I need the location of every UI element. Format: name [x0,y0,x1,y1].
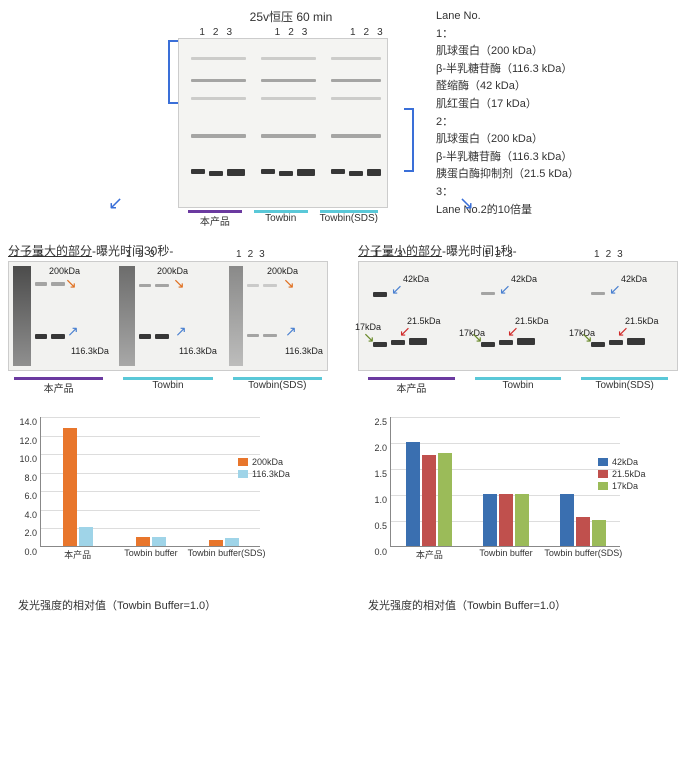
x-axis-label: Towbin buffer [468,546,545,558]
bracket-arrow-left-icon: ↙ [108,193,123,214]
bar [592,520,606,546]
x-axis-label: Towbin buffer(SDS) [188,546,261,558]
arrow-17kda-icon: ↘ [471,330,483,344]
kda-label: 21.5kDa [625,316,659,326]
arrow-17kda-icon: ↘ [363,330,375,344]
group-label: Towbin [254,213,308,224]
lane-num: 1 [275,27,281,38]
x-axis-label: 本产品 [391,546,468,561]
bar [483,494,497,546]
lane-num: 2 [364,27,370,38]
group-label: Towbin [475,380,562,391]
arrow-116kda-icon: ↗ [285,324,297,338]
lane-legend: Lane No. 1： 肌球蛋白（200 kDa） β-半乳糖苷酶（116.3 … [436,8,579,228]
lane-num: 1 [350,27,356,38]
legend-label: 17kDa [612,481,638,491]
chart-right: 0.00.51.01.52.02.5本产品Towbin bufferTowbin… [358,417,690,613]
kda-label: 21.5kDa [515,316,549,326]
kda-label: 116.3kDa [179,346,217,356]
bar [63,428,77,546]
kda-label: 21.5kDa [407,316,441,326]
group-label: Towbin [123,380,212,391]
arrow-116kda-icon: ↗ [175,324,187,338]
chart-left: 0.02.04.06.08.010.012.014.0本产品Towbin buf… [8,417,340,613]
mid-blot-left: 200kDa ↘ ↗ 116.3kDa 200kDa ↘ ↗ 116.3kDa … [8,261,328,371]
bracket-arrow-right-icon: ↘ [459,193,474,214]
panel-title-right: 分子量小的部分-曝光时间1秒- [358,242,690,259]
legend-label: 21.5kDa [612,469,646,479]
x-axis-label: Towbin buffer(SDS) [544,546,621,558]
panel-high-mw: 分子量大的部分-曝光时间30秒- 123 123 123 [8,242,340,395]
legend-lane3: 3： [436,184,579,202]
kda-label: 116.3kDa [71,346,109,356]
top-title: 25v恒压 60 min [178,8,404,25]
bar [438,453,452,546]
group-label: Towbin(SDS) [320,213,378,224]
bar [136,537,150,546]
bar [225,538,239,546]
legend-item: 胰蛋白酶抑制剂（21.5 kDa） [436,166,579,184]
mid-blot-right: 42kDa ↙ 21.5kDa ↙ 17kDa ↘ 42kDa ↙ 21.5kD… [358,261,678,371]
legend-item: 肌球蛋白（200 kDa） [436,43,579,61]
arrow-200kda-icon: ↘ [173,276,185,290]
arrow-215kda-icon: ↙ [617,324,629,338]
lane-num: 3 [377,27,383,38]
arrow-215kda-icon: ↙ [399,324,411,338]
group-label: Towbin(SDS) [581,380,668,391]
lane-num: 3 [226,27,232,38]
arrow-42kda-icon: ↙ [499,282,511,296]
panel-title-left: 分子量大的部分-曝光时间30秒- [8,242,340,259]
legend-item: β-半乳糖苷酶（116.3 kDa） [436,61,579,79]
bar [560,494,574,546]
kda-label: 42kDa [403,274,429,284]
chart-caption: 发光强度的相对值（Towbin Buffer=1.0） [368,597,690,613]
top-blot-image [178,38,388,208]
x-axis-label: Towbin buffer [114,546,187,558]
arrow-116kda-icon: ↗ [67,324,79,338]
legend-label: 200kDa [252,457,283,467]
legend-label: 116.3kDa [252,469,290,479]
bar [576,517,590,546]
kda-label: 42kDa [511,274,537,284]
legend-item: 肌红蛋白（17 kDa） [436,96,579,114]
arrow-200kda-icon: ↘ [283,276,295,290]
legend-item: β-半乳糖苷酶（116.3 kDa） [436,149,579,167]
legend-label: 42kDa [612,457,638,467]
lane-num: 2 [288,27,294,38]
bar [515,494,529,546]
legend-item: 肌球蛋白（200 kDa） [436,131,579,149]
kda-label: 42kDa [621,274,647,284]
chart-caption: 发光强度的相对值（Towbin Buffer=1.0） [18,597,340,613]
arrow-215kda-icon: ↙ [507,324,519,338]
group-label: 本产品 [14,380,103,395]
bar [406,442,420,546]
kda-label: 116.3kDa [285,346,323,356]
arrow-200kda-icon: ↘ [65,276,77,290]
group-label: Towbin(SDS) [233,380,322,391]
legend-header: Lane No. [436,8,579,26]
legend-lane2: 2： [436,114,579,132]
group-label: 本产品 [368,380,455,395]
lane-num: 3 [302,27,308,38]
top-blot-region: 25v恒压 60 min 123 123 123 [178,8,404,228]
bar [79,527,93,546]
legend-lane1: 1： [436,26,579,44]
bar [152,537,166,546]
lane-num: 2 [213,27,219,38]
legend-item: Lane No.2的10倍量 [436,202,579,220]
group-label: 本产品 [188,213,242,228]
bar [499,494,513,546]
arrow-42kda-icon: ↙ [609,282,621,296]
x-axis-label: 本产品 [41,546,114,561]
arrow-42kda-icon: ↙ [391,282,403,296]
legend-item: 醛缩酶（42 kDa） [436,78,579,96]
lane-num: 1 [199,27,205,38]
bar [422,455,436,546]
arrow-17kda-icon: ↘ [581,330,593,344]
panel-low-mw: 分子量小的部分-曝光时间1秒- 123 123 123 [358,242,690,395]
